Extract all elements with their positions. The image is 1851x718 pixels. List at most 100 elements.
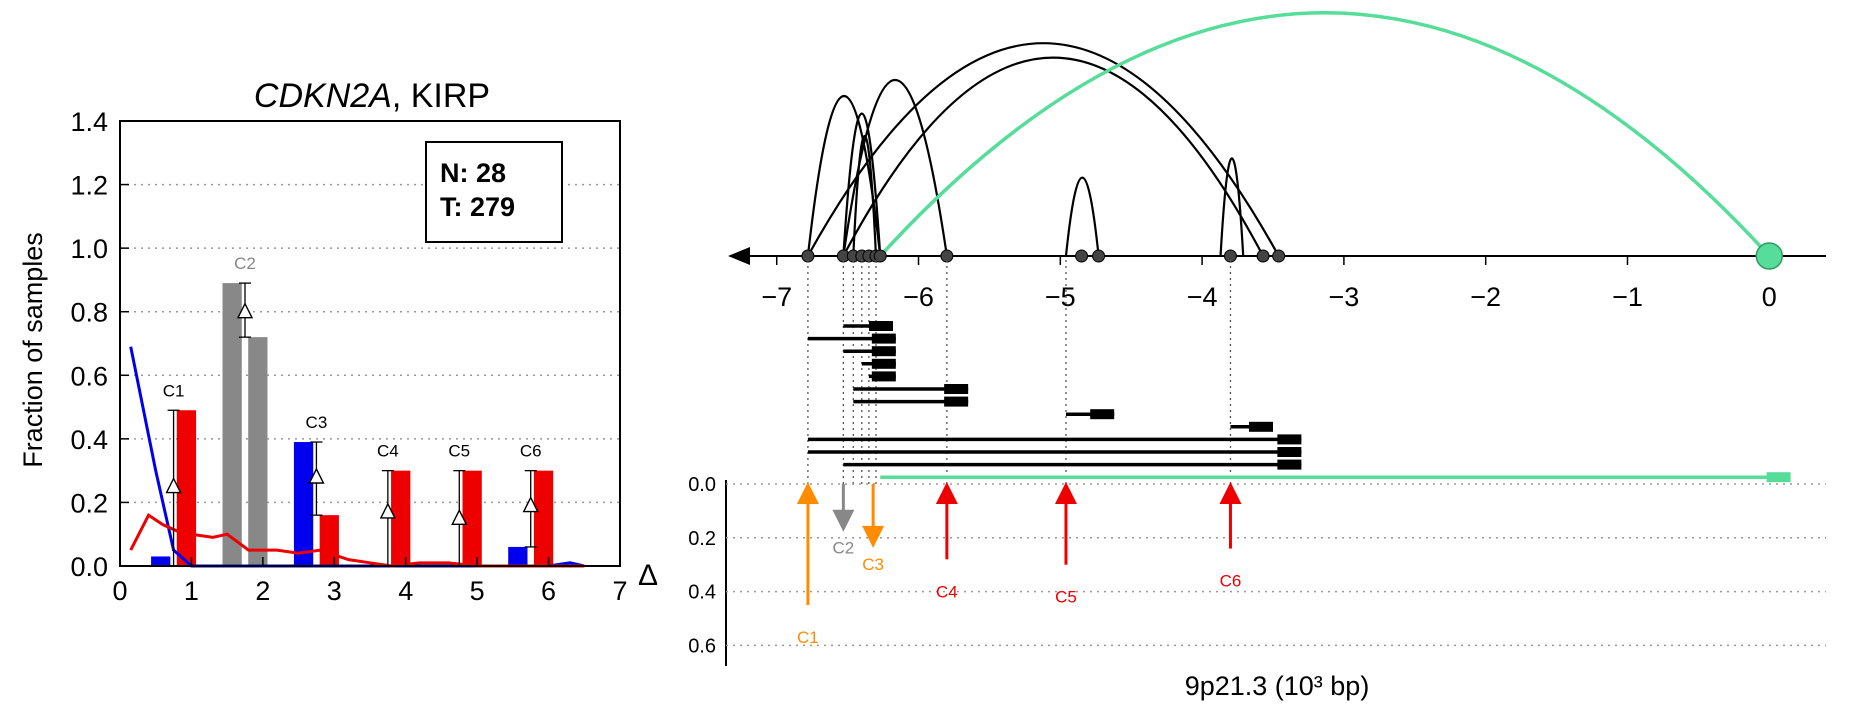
bar-tumor-c1 bbox=[176, 410, 197, 566]
x-tick-label: 2 bbox=[255, 576, 270, 606]
delta-arrow-head bbox=[1219, 482, 1242, 504]
delta-arrow-head bbox=[832, 509, 855, 532]
x-tick-label: 0 bbox=[1762, 282, 1777, 312]
delta-markers: C1 C2 C3 C4 C5 C6 bbox=[163, 254, 542, 567]
delta-marker bbox=[451, 508, 468, 526]
junction-arc bbox=[806, 94, 882, 257]
transcript-exon bbox=[1277, 459, 1302, 470]
transcript-exon bbox=[1277, 447, 1302, 457]
guide-lines bbox=[807, 260, 1232, 484]
y-tick-label: 1.4 bbox=[70, 107, 108, 137]
x-tick-label: −7 bbox=[761, 282, 792, 312]
group-label: C4 bbox=[377, 442, 399, 461]
y-tick-label: 1.2 bbox=[70, 171, 108, 201]
transcript-exon bbox=[944, 384, 969, 394]
group-label: C3 bbox=[306, 413, 328, 432]
delta-arrow-label: C4 bbox=[936, 582, 958, 601]
delta-axis-label: Δ bbox=[638, 559, 658, 592]
delta-tick-label: 0.2 bbox=[688, 528, 716, 550]
transcript-exon bbox=[1277, 434, 1302, 445]
tumor-count: T: 279 bbox=[440, 192, 515, 222]
transcript-exon bbox=[1249, 421, 1273, 432]
group-label: C6 bbox=[520, 442, 542, 461]
bar-series bbox=[151, 283, 554, 566]
junction-dot bbox=[1272, 249, 1286, 263]
transcript-exon bbox=[871, 371, 896, 382]
group-label: C1 bbox=[163, 381, 185, 400]
bar-normal-c6 bbox=[508, 546, 528, 566]
delta-tick-label: 0.6 bbox=[688, 635, 716, 657]
transcript-exon bbox=[1766, 472, 1791, 483]
junction-arc bbox=[1064, 176, 1100, 257]
chart-title: CDKN2A, KIRP bbox=[254, 77, 490, 115]
junction-arc bbox=[806, 42, 1280, 257]
x-tick-label: 0 bbox=[112, 576, 127, 606]
junction-arcs bbox=[806, 11, 1771, 258]
junction-arc bbox=[842, 79, 948, 257]
transcript-exon bbox=[868, 321, 893, 331]
bar-tumor-c5 bbox=[462, 470, 482, 566]
genome-axis: −7 −6 −5 −4 −3 −2 −1 0 bbox=[728, 242, 1826, 312]
y-tick-label: 0.8 bbox=[70, 298, 108, 328]
delta-marker bbox=[522, 496, 539, 513]
junction-dot bbox=[1075, 249, 1089, 263]
y-axis-label: Fraction of samples bbox=[18, 232, 48, 468]
junction-arc bbox=[878, 11, 1771, 258]
axes: 0.0 0.2 0.4 0.6 0.8 1.0 1.2 1.4 0 1 2 3 4 5 6 7 bbox=[70, 107, 627, 606]
delta-arrow-label: C1 bbox=[797, 628, 819, 647]
bar-normal-c2 bbox=[222, 283, 242, 566]
transcript-exon bbox=[871, 333, 896, 344]
y-tick-label: 0.6 bbox=[70, 361, 108, 391]
junction-dot-origin bbox=[1755, 242, 1784, 270]
delta-arrow-head bbox=[862, 525, 885, 548]
x-tick-label: 7 bbox=[612, 576, 627, 606]
junction-arc bbox=[1219, 157, 1245, 257]
transcript-exon bbox=[944, 396, 969, 407]
x-tick-label: 6 bbox=[541, 576, 556, 606]
delta-arrow-label: C5 bbox=[1055, 588, 1077, 607]
plot-frame bbox=[119, 120, 621, 567]
junction-dot bbox=[1092, 249, 1106, 263]
x-tick-label: 4 bbox=[398, 576, 413, 606]
x-tick-label: −2 bbox=[1470, 282, 1501, 312]
delta-arrow-head bbox=[796, 482, 819, 504]
delta-marker bbox=[379, 502, 396, 519]
line-blue bbox=[129, 346, 585, 568]
delta-arrow-label: C6 bbox=[1220, 572, 1242, 591]
y-tick-label: 0.2 bbox=[70, 488, 108, 518]
bar-tumor-c6 bbox=[533, 470, 554, 566]
x-tick-label: −3 bbox=[1328, 282, 1359, 312]
group-label: C2 bbox=[234, 254, 256, 273]
transcript-exon bbox=[871, 358, 896, 369]
delta-panel: 0.0 0.2 0.4 0.6 Δ C1 C2 C3 C4 C5 C6 bbox=[638, 474, 1826, 666]
delta-tick-label: 0.0 bbox=[688, 474, 716, 496]
bar-tumor-c2 bbox=[248, 337, 268, 566]
x-tick-label: 5 bbox=[470, 576, 485, 606]
normal-count: N: 28 bbox=[440, 158, 506, 188]
y-tick-label: 1.0 bbox=[70, 234, 108, 264]
bar-chart: CDKN2A, KIRP Fraction of samples C1 C2 C3 C… bbox=[18, 77, 628, 606]
junction-arc bbox=[852, 135, 878, 257]
line-series bbox=[129, 346, 585, 568]
transcript-exon bbox=[871, 346, 896, 357]
x-tick-label: −5 bbox=[1045, 282, 1076, 312]
arc-diagram: −7 −6 −5 −4 −3 −2 −1 0 0.0 0.2 0.4 0.6 Δ C1 C2 C3 C4 C5 C… bbox=[638, 11, 1826, 701]
x-axis-label: 9p21.3 (10³ bp) bbox=[1185, 671, 1370, 701]
delta-arrow-head bbox=[1054, 482, 1077, 504]
junction-dot bbox=[1256, 249, 1270, 263]
junction-arc bbox=[842, 56, 1265, 257]
delta-arrow-label: C2 bbox=[832, 539, 854, 558]
x-tick-label: −6 bbox=[903, 282, 934, 312]
delta-arrow-head bbox=[935, 482, 958, 504]
x-tick-label: −4 bbox=[1187, 282, 1218, 312]
delta-marker bbox=[308, 467, 325, 484]
transcript-exon bbox=[1090, 409, 1115, 420]
bar-tumor-c3 bbox=[319, 515, 339, 566]
delta-marker bbox=[165, 476, 182, 494]
bar-normal-c3 bbox=[293, 442, 314, 566]
axis-arrow bbox=[728, 247, 750, 265]
delta-arrow-label: C3 bbox=[862, 555, 884, 574]
y-tick-label: 0.4 bbox=[70, 425, 108, 455]
bar-normal-c1 bbox=[151, 556, 171, 566]
